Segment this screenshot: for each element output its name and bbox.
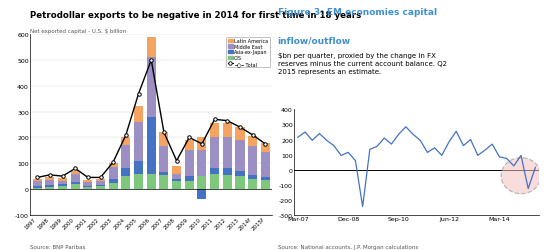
Bar bbox=[172, 166, 181, 174]
Bar bbox=[248, 147, 257, 175]
Bar bbox=[185, 140, 194, 151]
Bar bbox=[58, 187, 67, 189]
Bar bbox=[122, 176, 130, 189]
Bar bbox=[134, 107, 143, 122]
Bar bbox=[197, 151, 206, 176]
Bar bbox=[147, 58, 156, 117]
Bar bbox=[235, 128, 245, 140]
Bar bbox=[160, 175, 168, 189]
Bar bbox=[84, 182, 92, 186]
Bar bbox=[261, 180, 270, 189]
Bar bbox=[235, 171, 245, 176]
Bar bbox=[58, 181, 67, 185]
Bar bbox=[210, 124, 219, 138]
Bar bbox=[109, 183, 118, 189]
Bar bbox=[197, 176, 206, 189]
Bar bbox=[32, 182, 42, 187]
Bar bbox=[172, 182, 181, 189]
Bar bbox=[134, 122, 143, 161]
Bar bbox=[32, 179, 42, 182]
Bar bbox=[96, 179, 105, 181]
Bar bbox=[197, 138, 206, 151]
Bar bbox=[70, 174, 80, 182]
Bar bbox=[84, 187, 92, 189]
Bar bbox=[235, 140, 245, 171]
Bar bbox=[261, 143, 270, 152]
Bar bbox=[109, 179, 118, 183]
Bar bbox=[223, 169, 232, 175]
Bar bbox=[223, 124, 232, 138]
Text: Petrodollar exports to be negative in 2014 for first time in 18 years: Petrodollar exports to be negative in 20… bbox=[30, 11, 361, 20]
Bar bbox=[172, 174, 181, 179]
Bar bbox=[185, 151, 194, 176]
Bar bbox=[185, 182, 194, 189]
Bar bbox=[197, 189, 206, 200]
Bar bbox=[96, 187, 105, 189]
Bar bbox=[261, 152, 270, 178]
Bar bbox=[32, 187, 42, 188]
Bar bbox=[223, 175, 232, 189]
Bar bbox=[84, 186, 92, 187]
Bar bbox=[122, 146, 130, 169]
Bar bbox=[70, 182, 80, 185]
Ellipse shape bbox=[501, 158, 541, 194]
Bar bbox=[160, 133, 168, 147]
Bar bbox=[122, 169, 130, 176]
Bar bbox=[109, 164, 118, 168]
Bar bbox=[84, 180, 92, 182]
Bar bbox=[160, 172, 168, 175]
Bar bbox=[58, 179, 67, 181]
Bar bbox=[45, 185, 54, 187]
Bar bbox=[122, 138, 130, 145]
Bar bbox=[248, 175, 257, 179]
Bar bbox=[58, 185, 67, 187]
Bar bbox=[210, 138, 219, 169]
Legend: Latin America, Middle East, Asia-ex-Japan, CIS, ─○─ Total: Latin America, Middle East, Asia-ex-Japa… bbox=[227, 38, 270, 68]
Text: Figure 3: EM economies capital: Figure 3: EM economies capital bbox=[278, 8, 437, 16]
Bar bbox=[96, 186, 105, 187]
Text: inflow/outflow: inflow/outflow bbox=[278, 36, 351, 45]
Bar bbox=[134, 174, 143, 189]
Text: $bn per quarter, proxied by the change in FX
reserves minus the current account : $bn per quarter, proxied by the change i… bbox=[278, 52, 447, 75]
Bar bbox=[96, 181, 105, 186]
Bar bbox=[185, 176, 194, 182]
Bar bbox=[45, 187, 54, 189]
Bar bbox=[32, 188, 42, 189]
Bar bbox=[235, 176, 245, 189]
Bar bbox=[261, 178, 270, 180]
Bar bbox=[210, 174, 219, 189]
Bar bbox=[248, 136, 257, 147]
Bar bbox=[134, 161, 143, 174]
Text: Net exported capital - U.S. $ billion: Net exported capital - U.S. $ billion bbox=[30, 29, 127, 34]
Bar bbox=[210, 169, 219, 174]
Text: Source: BNP Paribas: Source: BNP Paribas bbox=[30, 244, 86, 249]
Bar bbox=[160, 147, 168, 172]
Bar bbox=[45, 180, 54, 185]
Bar bbox=[223, 138, 232, 169]
Bar bbox=[109, 168, 118, 179]
Bar bbox=[248, 179, 257, 189]
Bar bbox=[147, 117, 156, 174]
Bar bbox=[147, 174, 156, 189]
Text: Source: National accounts, J.P. Morgan calculations: Source: National accounts, J.P. Morgan c… bbox=[278, 244, 418, 249]
Bar bbox=[70, 185, 80, 189]
Bar bbox=[45, 178, 54, 180]
Bar bbox=[172, 179, 181, 182]
Bar bbox=[70, 171, 80, 174]
Bar bbox=[147, 38, 156, 58]
